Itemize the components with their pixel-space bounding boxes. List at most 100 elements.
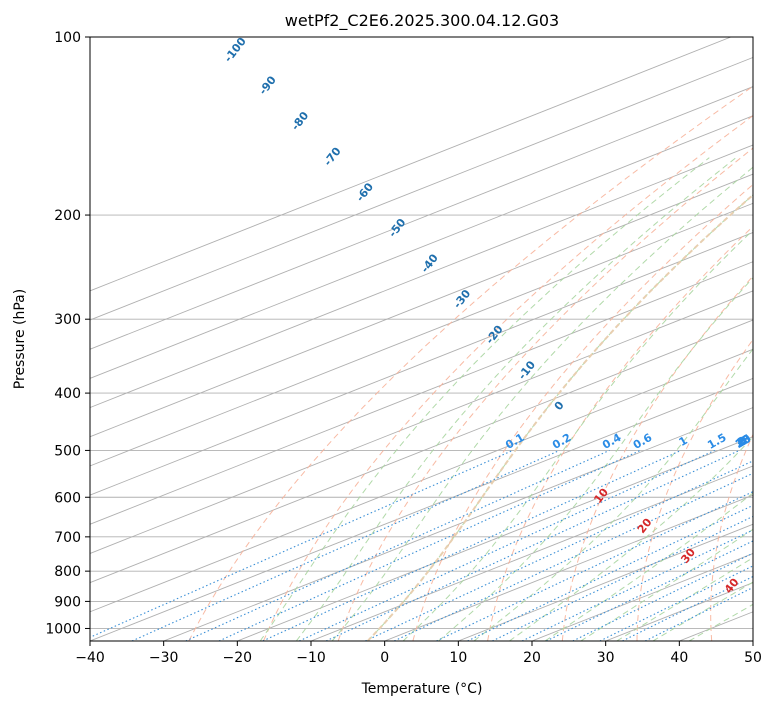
- moist-adiabat-line: [473, 348, 753, 641]
- isotherm-line: [90, 173, 753, 438]
- mixing-ratio-label: 0.2: [550, 431, 573, 452]
- moist-adiabat-line: [402, 229, 753, 641]
- dry-adiabat-line: [412, 183, 753, 641]
- y-tick-label: 600: [54, 490, 81, 506]
- mixing-ratio-line: [393, 472, 753, 641]
- x-tick-label: 10: [449, 650, 467, 666]
- isotherm-line: [90, 232, 753, 496]
- isotherm-line: [90, 86, 753, 350]
- y-axis-ticks: 100 200 300 400 500 600 700 800 900 1000: [45, 30, 90, 637]
- mixing-ratio-line: [572, 552, 753, 641]
- dry-adiabat-line: [188, 85, 753, 641]
- isotherm-line: [90, 261, 753, 525]
- y-tick-label: 1000: [45, 621, 81, 637]
- x-tick-label: −10: [296, 650, 326, 666]
- isotherm-line: [90, 202, 753, 467]
- y-tick-label: 200: [54, 208, 81, 224]
- chart-title: wetPf2_C2E6.2025.300.04.12.G03: [285, 11, 559, 31]
- isotherm-line: [90, 144, 753, 409]
- isotherm-line: [90, 319, 753, 584]
- moist-adiabat-label: -80: [289, 109, 312, 133]
- moist-adiabat-label: -30: [451, 287, 474, 311]
- mixing-ratio-line: [436, 491, 753, 641]
- dry-adiabat-label: 30: [678, 546, 698, 566]
- moist-adiabat-line: [295, 157, 737, 641]
- mixing-ratio-line: [492, 515, 753, 641]
- mixing-ratio-line: [546, 540, 753, 641]
- moist-adiabat-label: -50: [386, 216, 409, 240]
- y-axis-label: Pressure (hPa): [12, 289, 28, 389]
- plot-frame: [89, 36, 754, 642]
- dewpoint-profile-line: [767, 37, 775, 503]
- mixing-ratio-line: [262, 449, 682, 641]
- background-lines: [90, 37, 753, 641]
- isotherm-line: [384, 494, 753, 641]
- x-axis-ticks: −40 −30 −20 −10 0 10 20 30 40 50: [75, 641, 762, 666]
- moist-adiabat-label: -60: [354, 180, 377, 204]
- y-tick-label: 700: [54, 530, 81, 546]
- mixing-ratio-line: [521, 529, 753, 641]
- mixing-ratio-label: 0.1: [503, 431, 526, 452]
- dry-adiabat-label: 40: [722, 576, 742, 596]
- moist-adiabat-label: 0: [552, 399, 567, 413]
- moist-adiabat-line: [544, 492, 753, 641]
- moist-adiabat-label: -90: [256, 73, 279, 97]
- y-tick-label: 500: [54, 443, 81, 459]
- x-tick-label: 50: [744, 650, 762, 666]
- dry-adiabat-label: 20: [635, 516, 655, 536]
- moist-adiabat-highlight: [366, 193, 753, 641]
- x-tick-label: 30: [597, 650, 615, 666]
- y-tick-label: 400: [54, 386, 81, 402]
- y-tick-label: 900: [54, 594, 81, 610]
- x-tick-label: 20: [523, 650, 541, 666]
- x-tick-label: −20: [223, 650, 253, 666]
- mixing-ratio-label: 36: [733, 432, 753, 451]
- mixing-ratio-line: [185, 449, 610, 641]
- moist-adiabat-line: [331, 166, 753, 641]
- isotherm-line: [90, 115, 753, 379]
- moist-adiabat-line: [688, 603, 753, 641]
- isotherm-line: [163, 407, 753, 641]
- dry-adiabat-line: [561, 275, 753, 641]
- mixing-ratio-line: [131, 449, 560, 641]
- isotherm-line: [90, 56, 753, 321]
- mixing-ratio-label: 1.5: [705, 431, 728, 452]
- x-tick-label: −30: [149, 650, 179, 666]
- x-tick-label: 40: [670, 650, 688, 666]
- moist-adiabat-label: -100: [222, 35, 249, 65]
- mixing-ratio-line: [467, 504, 753, 641]
- dry-adiabat-line: [636, 338, 753, 641]
- isotherm-line: [458, 523, 753, 641]
- mixing-ratio-line: [365, 460, 753, 641]
- isotherm-line: [752, 640, 753, 641]
- dry-adiabat-line: [337, 147, 753, 641]
- mixing-ratio-line: [298, 449, 715, 641]
- x-axis-label: Temperature (°C): [361, 681, 483, 697]
- dry-adiabat-line: [263, 115, 753, 641]
- isotherm-line: [90, 348, 753, 613]
- y-tick-label: 800: [54, 564, 81, 580]
- x-tick-label: 0: [380, 650, 389, 666]
- moist-adiabat-line: [259, 157, 710, 641]
- mixing-ratio-label: 0.4: [600, 431, 624, 452]
- sounding-profiles: [767, 37, 775, 503]
- isotherm-line: [237, 436, 753, 641]
- x-tick-label: −40: [75, 650, 105, 666]
- dry-adiabat-label: 10: [591, 486, 611, 506]
- dry-adiabat-line: [710, 433, 753, 641]
- moist-adiabat-line: [616, 557, 753, 641]
- moist-adiabat-label: -40: [418, 251, 441, 275]
- moist-adiabat-line: [438, 277, 753, 641]
- isotherm-line: [90, 377, 753, 641]
- moist-adiabat-line: [580, 528, 753, 641]
- isotherm-line: [531, 552, 753, 641]
- isotherm-line: [90, 37, 732, 292]
- mixing-ratio-line: [218, 449, 641, 641]
- line-labels: -100-90-80-70-60-50-40-30-20-10010203040…: [222, 35, 754, 596]
- isotherm-line: [90, 290, 753, 554]
- isotherm-line: [310, 465, 753, 641]
- mixing-ratio-line: [90, 449, 513, 638]
- y-tick-label: 100: [54, 30, 81, 46]
